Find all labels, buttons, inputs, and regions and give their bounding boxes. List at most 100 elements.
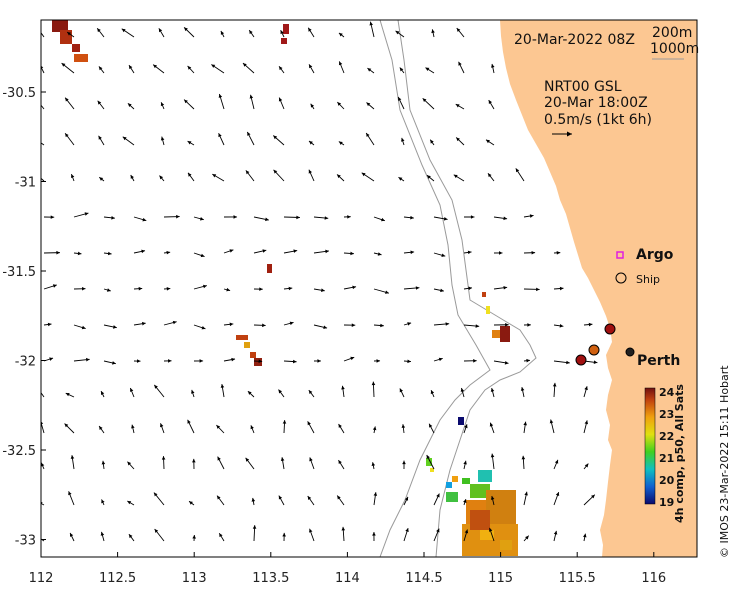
current-arrow bbox=[523, 535, 530, 542]
current-arrow bbox=[308, 140, 315, 146]
current-arrow bbox=[152, 64, 165, 74]
ship-marker[interactable] bbox=[604, 323, 616, 335]
current-arrow bbox=[249, 94, 255, 110]
current-arrow bbox=[456, 27, 465, 38]
ship-markers bbox=[575, 323, 635, 366]
current-arrow bbox=[129, 387, 135, 398]
current-arrow bbox=[187, 172, 195, 182]
current-arrow bbox=[223, 215, 238, 219]
current-arrow bbox=[163, 214, 180, 219]
current-arrow bbox=[153, 384, 165, 398]
current-arrow bbox=[242, 62, 255, 74]
current-arrow bbox=[343, 323, 356, 327]
current-arrow bbox=[223, 287, 231, 292]
current-arrow bbox=[428, 423, 435, 434]
current-arrow bbox=[193, 324, 206, 330]
y-tick-label: -33 bbox=[15, 534, 36, 549]
current-arrow bbox=[523, 491, 528, 506]
isobath-200m bbox=[397, 20, 537, 557]
current-arrow bbox=[485, 139, 495, 146]
current-arrow bbox=[308, 169, 315, 182]
current-arrow bbox=[216, 495, 225, 506]
current-arrow bbox=[245, 457, 255, 470]
current-arrow bbox=[463, 250, 472, 255]
ship-marker[interactable] bbox=[588, 344, 600, 356]
current-arrow bbox=[41, 32, 45, 38]
current-arrow bbox=[193, 252, 205, 258]
current-arrow bbox=[100, 531, 105, 542]
current-arrow bbox=[163, 286, 171, 291]
current-arrow bbox=[43, 322, 52, 327]
current-arrow bbox=[159, 423, 165, 434]
current-arrow bbox=[523, 214, 534, 218]
current-arrow bbox=[65, 392, 75, 398]
current-arrow bbox=[97, 100, 105, 110]
current-arrow bbox=[43, 215, 55, 219]
current-arrow bbox=[283, 249, 298, 254]
current-arrow bbox=[553, 491, 560, 506]
current-arrow bbox=[553, 360, 570, 365]
current-arrow bbox=[163, 359, 172, 363]
current-arrow bbox=[523, 358, 531, 363]
current-arrow bbox=[433, 322, 450, 326]
current-arrow bbox=[282, 420, 287, 434]
current-arrow bbox=[220, 384, 225, 398]
current-arrow bbox=[338, 61, 345, 74]
current-arrow bbox=[403, 359, 412, 364]
current-arrow bbox=[218, 93, 225, 110]
current-arrow bbox=[133, 321, 146, 326]
current-arrow bbox=[218, 133, 225, 146]
current-arrow bbox=[130, 174, 135, 182]
city-label: Perth bbox=[637, 353, 680, 369]
date-label: 20-Mar-2022 08Z bbox=[514, 32, 635, 48]
x-tick-label: 114 bbox=[335, 571, 360, 586]
current-arrow bbox=[341, 385, 345, 398]
current-arrow bbox=[61, 62, 75, 74]
current-scale-label: 0.5m/s (1kt 6h) bbox=[544, 112, 652, 128]
current-arrow bbox=[361, 172, 375, 182]
current-arrow bbox=[338, 459, 345, 470]
isobath-label-1000m: 1000m bbox=[650, 41, 699, 57]
current-arrow bbox=[337, 101, 345, 110]
current-arrow bbox=[433, 252, 446, 257]
y-tick-label: -31.5 bbox=[2, 265, 36, 280]
current-arrow bbox=[523, 287, 540, 292]
current-arrow bbox=[426, 174, 435, 182]
current-arrow bbox=[103, 216, 115, 220]
current-time: 20-Mar 18:00Z bbox=[544, 95, 648, 111]
current-arrow bbox=[460, 387, 465, 398]
current-arrow bbox=[252, 525, 257, 542]
current-arrow bbox=[307, 495, 315, 506]
current-arrow bbox=[553, 286, 564, 291]
current-arrow bbox=[553, 459, 559, 470]
current-arrow bbox=[187, 419, 195, 434]
current-arrow bbox=[211, 64, 225, 74]
current-arrow bbox=[187, 140, 195, 146]
current-arrow bbox=[64, 97, 75, 110]
current-arrow bbox=[455, 137, 465, 146]
current-arrow bbox=[103, 288, 111, 292]
current-arrow bbox=[283, 321, 294, 326]
current-arrow bbox=[433, 216, 448, 221]
current-arrow bbox=[41, 65, 45, 74]
current-arrow bbox=[253, 249, 267, 254]
current-arrow bbox=[160, 136, 165, 146]
current-arrow bbox=[161, 456, 166, 470]
current-arrow bbox=[127, 500, 135, 506]
ship-marker[interactable] bbox=[575, 354, 587, 366]
current-arrow bbox=[313, 216, 329, 220]
current-arrow bbox=[183, 99, 195, 110]
current-arrow bbox=[73, 286, 86, 291]
current-arrow bbox=[41, 462, 45, 470]
current-arrow bbox=[338, 423, 345, 434]
current-arrow bbox=[583, 494, 596, 506]
current-arrow bbox=[188, 500, 195, 506]
current-arrow bbox=[313, 249, 329, 254]
ship-marker[interactable] bbox=[625, 347, 635, 357]
colorbar-tick-label: 19 bbox=[659, 496, 674, 509]
x-tick-label: 113 bbox=[182, 571, 207, 586]
current-arrow bbox=[426, 454, 435, 470]
current-arrow bbox=[429, 139, 435, 146]
current-arrow bbox=[553, 530, 558, 542]
current-arrow bbox=[373, 359, 381, 363]
